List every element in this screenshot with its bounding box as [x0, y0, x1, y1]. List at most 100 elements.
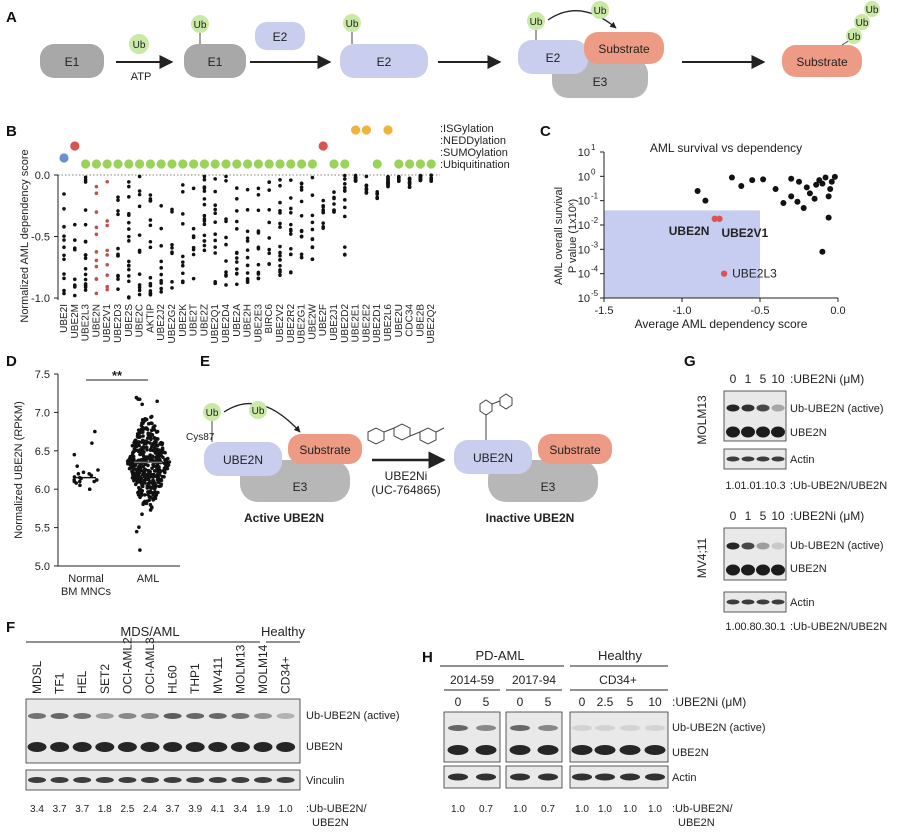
h-band-actin [448, 773, 468, 781]
d-point-normal [72, 479, 77, 484]
h-ratio-3: 1.0 [575, 804, 589, 815]
b-point [159, 286, 163, 291]
g-band-actin-bottom [771, 599, 785, 605]
b-point [278, 273, 282, 278]
b-point [83, 285, 88, 290]
b-point [127, 296, 131, 300]
g-band-ube2n-top [741, 426, 755, 438]
b-point [83, 208, 88, 212]
b-point [202, 248, 207, 253]
f-ratio: 2.5 [120, 804, 134, 815]
b-point [407, 176, 412, 181]
substrate-a1 [584, 32, 664, 64]
b-point [105, 179, 109, 184]
b-point [202, 189, 207, 193]
f-lane-labels: MDSL TF1 HEL SET2 OCI-AML2 OCI-AML3 HL60 THP1 MV… [30, 637, 293, 694]
b-point [364, 183, 369, 188]
b-point [245, 263, 250, 268]
b-x-label: UBE2L3 [81, 304, 92, 342]
b-y-tick-label: 0.0 [35, 170, 50, 182]
d-point-aml [127, 466, 132, 471]
f-band-ub: Ub-UBE2N (active) [306, 710, 400, 722]
d-point-aml [140, 484, 145, 489]
e-inhibitor-label: UBE2Ni [385, 469, 428, 483]
b-point [267, 236, 272, 240]
c-label-ube2l3: UBE2L3 [732, 267, 777, 281]
d-point-aml [163, 458, 167, 462]
b-point [429, 176, 434, 180]
b-x-label: UBE2Q1 [210, 304, 221, 344]
c-y-tick-exp: 0 [591, 167, 596, 176]
b-point [353, 175, 358, 180]
b-point [343, 177, 347, 181]
c-point [694, 187, 701, 194]
d-point-aml [160, 442, 164, 447]
d-point-aml [130, 460, 135, 465]
transfer-arrow-a [547, 10, 617, 29]
d-point-aml [157, 450, 161, 454]
b-pathway-dot [426, 159, 436, 169]
f-lane-label: SET2 [98, 664, 112, 694]
d-point-normal [76, 472, 81, 476]
g-band-actin-bottom [741, 599, 755, 605]
b-legend-entry: :Ubiquitination [440, 159, 510, 171]
b-point [62, 234, 66, 238]
d-scatter-points [72, 395, 172, 552]
b-legend-entry: :SUMOylation [440, 147, 508, 159]
b-x-label: UBE2J1 [329, 304, 340, 341]
ub-chain-1 [846, 28, 862, 44]
f-band-ube2n: UBE2N [306, 741, 343, 753]
h-band-ube2n [594, 745, 616, 755]
h-dose-3: 5 [627, 695, 634, 709]
b-point [245, 208, 250, 212]
b-point [105, 219, 109, 223]
d-point-aml [140, 402, 144, 407]
b-x-labels: UBE2I UBE2M UBE2L3 UBE2N UBE2V1 UBE2D3 UBE2S UB… [59, 303, 437, 343]
e1-label-2: E1 [208, 55, 223, 69]
d-point-aml [142, 475, 147, 479]
b-point [170, 246, 174, 250]
d-point-normal [72, 452, 77, 457]
b-point [213, 189, 217, 194]
b-pathway-dot [189, 159, 199, 169]
b-point [256, 247, 261, 251]
b-point [245, 248, 250, 252]
b-point [343, 214, 347, 219]
b-point [181, 190, 185, 194]
d-point-aml [148, 432, 153, 436]
d-point-aml [153, 446, 157, 451]
c-point [822, 174, 829, 181]
d-y-label: Normalized UBE2N (RPKM) [13, 401, 25, 539]
c-y-tick-label: 10 [578, 196, 590, 208]
b-point [181, 260, 185, 264]
b-point [267, 220, 272, 225]
d-point-aml [150, 496, 155, 501]
d-point-aml [157, 470, 161, 474]
b-point [83, 277, 88, 282]
g-dose-top: 1 [745, 372, 752, 386]
panel-g: G 0 1 5 10 :UBE2Ni (μM) MOLM13 Ub-UBE2N (ac… [684, 353, 887, 633]
d-point-aml [142, 450, 146, 455]
f-ratio: 3.4 [233, 804, 247, 815]
b-point [73, 293, 77, 298]
g-band-ube2n-top [756, 426, 770, 438]
b-point [213, 232, 217, 237]
b-pathway-dot [329, 159, 339, 169]
h-actin-blot-1 [443, 765, 501, 789]
g-ratio-label-2: :Ub-UBE2N/UBE2N [790, 621, 887, 633]
f-band-ube2n [163, 742, 183, 752]
b-point [364, 174, 369, 179]
c-point [760, 176, 767, 183]
b-point [202, 197, 207, 201]
b-point [299, 185, 304, 190]
d-point-aml [153, 496, 158, 501]
b-y-label: Normalized AML dependency score [19, 149, 31, 322]
b-point [289, 227, 293, 232]
g-actin-bands-bottom [726, 599, 785, 605]
b-point [267, 188, 272, 192]
d-point-aml [128, 454, 133, 459]
b-point [256, 192, 261, 197]
b-point [127, 180, 131, 184]
b-point [245, 271, 250, 275]
b-point [62, 245, 66, 250]
